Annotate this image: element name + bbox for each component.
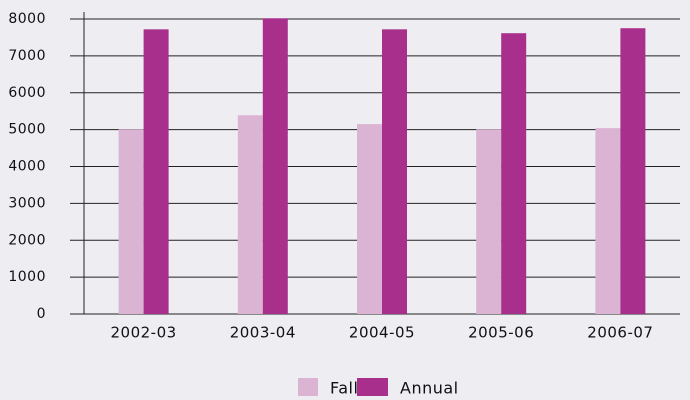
x-tick-label: 2002-03	[111, 324, 177, 342]
bar	[262, 18, 288, 314]
y-tick-label: 8000	[8, 11, 46, 27]
y-tick-label: 7000	[8, 48, 46, 64]
legend-label: Fall	[330, 379, 358, 398]
legend-label: Annual	[400, 379, 459, 398]
x-tick-label: 2004-05	[349, 324, 415, 342]
bar	[476, 129, 502, 314]
bar	[143, 29, 169, 314]
x-tick-label: 2005-06	[468, 324, 534, 342]
bar	[620, 28, 646, 314]
bar	[357, 124, 382, 314]
y-tick-label: 4000	[8, 159, 46, 175]
legend-swatch	[357, 378, 388, 396]
bar	[237, 115, 263, 315]
legend-swatch	[298, 378, 318, 396]
y-tick-label: 0	[37, 306, 46, 322]
y-tick-label: 6000	[8, 85, 46, 101]
y-tick-label: 2000	[8, 232, 46, 248]
x-tick-label: 2006-07	[587, 324, 653, 342]
bar	[118, 129, 144, 314]
y-tick-label: 1000	[8, 269, 46, 285]
bar	[501, 33, 527, 315]
x-tick-label: 2003-04	[230, 324, 296, 342]
bar	[382, 29, 407, 314]
y-tick-label: 5000	[8, 122, 46, 138]
bar	[595, 128, 621, 314]
y-tick-label: 3000	[8, 195, 46, 211]
